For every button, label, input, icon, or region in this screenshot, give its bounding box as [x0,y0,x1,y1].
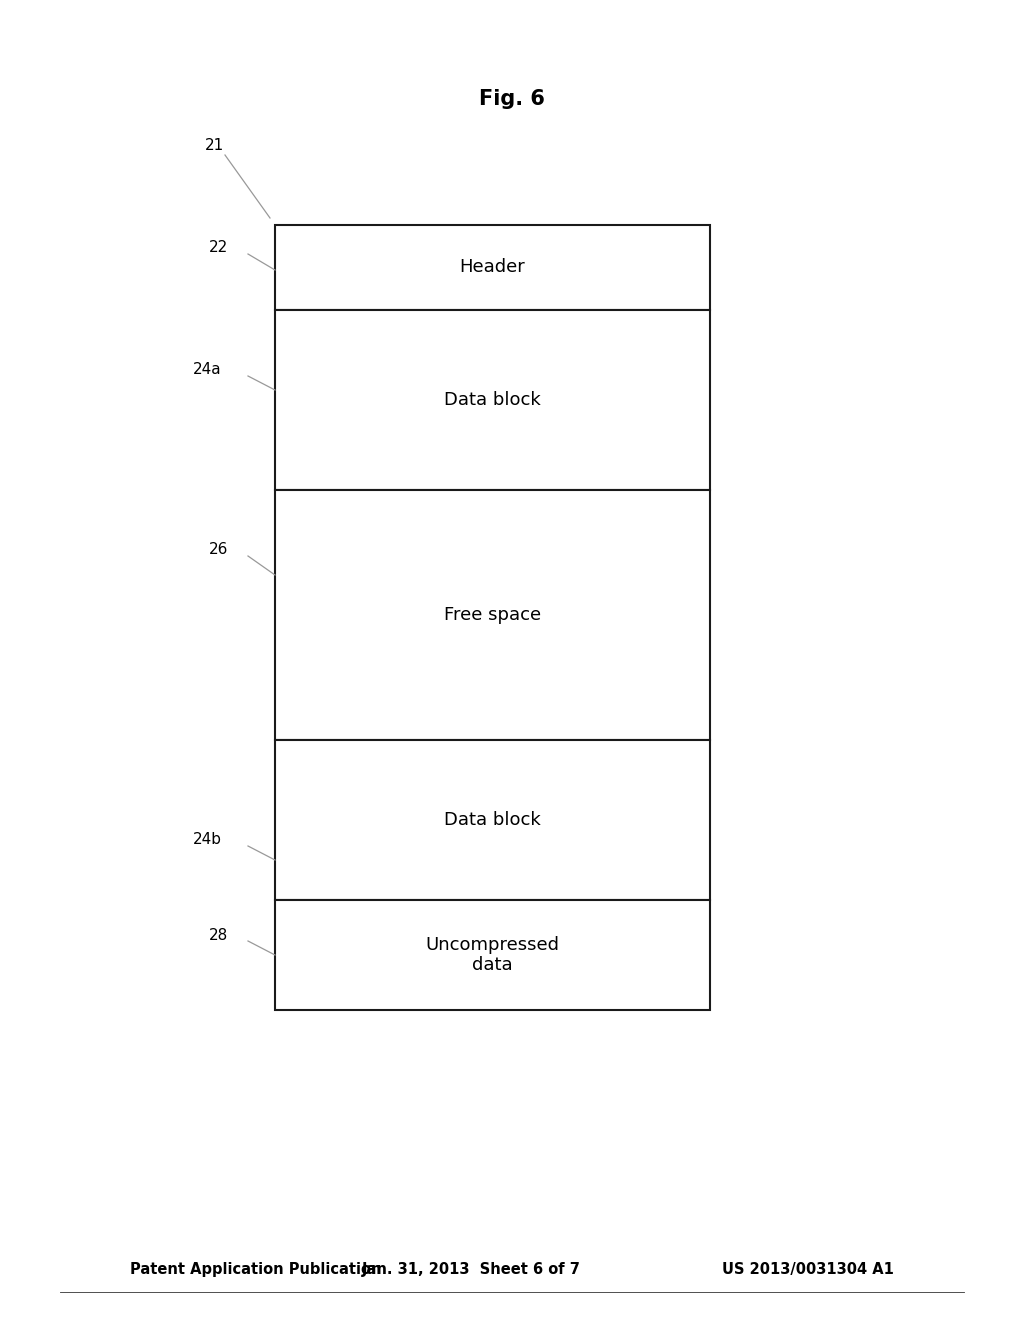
Text: Data block: Data block [444,810,541,829]
Text: Patent Application Publication: Patent Application Publication [130,1262,382,1278]
Bar [275,224,710,310]
Bar [275,741,710,900]
Text: Data block: Data block [444,391,541,409]
Text: 28: 28 [209,928,228,942]
Text: 22: 22 [209,240,228,256]
Text: 24a: 24a [194,363,222,378]
Text: Uncompressed
data: Uncompressed data [426,936,559,974]
Text: Jan. 31, 2013  Sheet 6 of 7: Jan. 31, 2013 Sheet 6 of 7 [361,1262,581,1278]
Text: Fig. 6: Fig. 6 [479,88,545,110]
Text: 26: 26 [209,543,228,557]
Bar [275,490,710,741]
Text: US 2013/0031304 A1: US 2013/0031304 A1 [722,1262,894,1278]
Bar [275,310,710,490]
Bar [275,900,710,1010]
Text: 21: 21 [206,137,224,153]
Text: 24b: 24b [193,833,222,847]
Text: Free space: Free space [444,606,541,624]
Text: Header: Header [460,259,525,276]
